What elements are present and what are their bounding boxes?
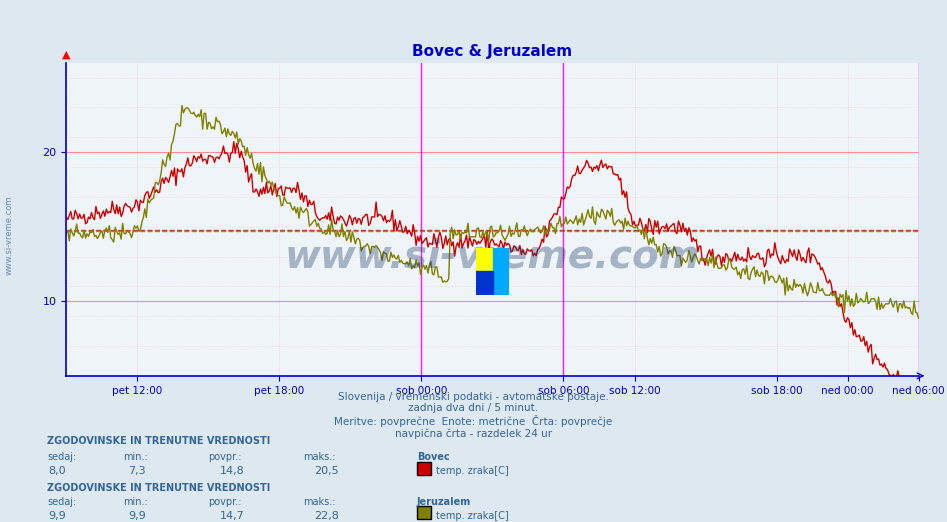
Text: temp. zraka[C]: temp. zraka[C]: [436, 511, 509, 520]
Text: maks.:: maks.:: [303, 497, 335, 507]
Text: ZGODOVINSKE IN TRENUTNE VREDNOSTI: ZGODOVINSKE IN TRENUTNE VREDNOSTI: [47, 436, 271, 446]
Bar: [493, 248, 509, 295]
Text: Jeruzalem: Jeruzalem: [417, 497, 471, 507]
Title: Bovec & Jeruzalem: Bovec & Jeruzalem: [412, 44, 573, 58]
Text: 14,7: 14,7: [220, 511, 244, 520]
Text: temp. zraka[C]: temp. zraka[C]: [436, 466, 509, 476]
Text: 22,8: 22,8: [314, 511, 339, 520]
Text: 8,0: 8,0: [48, 466, 65, 476]
Text: Slovenija / vremenski podatki - avtomatske postaje.
zadnja dva dni / 5 minut.
Me: Slovenija / vremenski podatki - avtomats…: [334, 392, 613, 440]
Text: 9,9: 9,9: [129, 511, 146, 520]
Text: Bovec: Bovec: [417, 452, 450, 461]
Text: sedaj:: sedaj:: [47, 452, 77, 461]
Text: www.si-vreme.com: www.si-vreme.com: [5, 195, 14, 275]
Text: maks.:: maks.:: [303, 452, 335, 461]
Text: povpr.:: povpr.:: [208, 452, 241, 461]
Text: www.si-vreme.com: www.si-vreme.com: [285, 238, 700, 276]
Text: ZGODOVINSKE IN TRENUTNE VREDNOSTI: ZGODOVINSKE IN TRENUTNE VREDNOSTI: [47, 483, 271, 493]
Text: min.:: min.:: [123, 452, 148, 461]
Text: 9,9: 9,9: [48, 511, 65, 520]
Text: ▲: ▲: [63, 50, 70, 60]
Bar: [476, 271, 493, 295]
Text: 7,3: 7,3: [129, 466, 146, 476]
Bar: [476, 248, 493, 271]
Text: sedaj:: sedaj:: [47, 497, 77, 507]
Text: 14,8: 14,8: [220, 466, 244, 476]
Text: povpr.:: povpr.:: [208, 497, 241, 507]
Text: 20,5: 20,5: [314, 466, 339, 476]
Text: min.:: min.:: [123, 497, 148, 507]
